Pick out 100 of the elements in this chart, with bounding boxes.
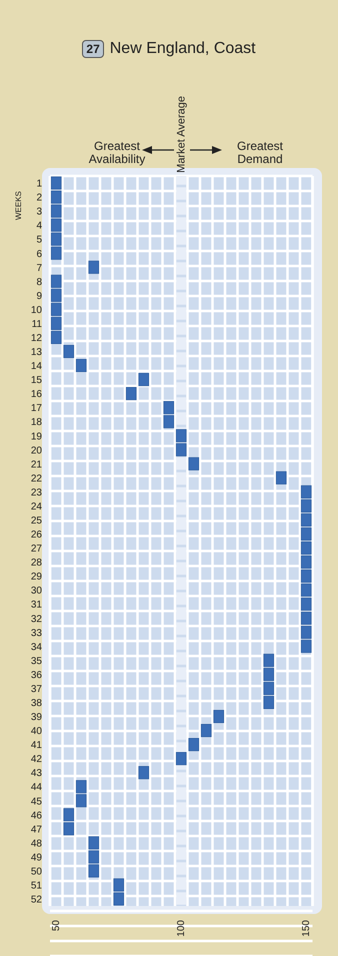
y-tick-label: 31 [30,600,42,611]
y-tick-label: 35 [30,656,42,667]
point [163,415,174,428]
x-tick-label: 150 [300,920,312,937]
point [300,541,312,555]
y-tick-label: 32 [30,614,42,625]
point [126,387,137,400]
point [50,190,62,204]
y-tick-label: 27 [30,544,42,555]
y-tick-label: 15 [30,375,42,386]
y-tick-label: 21 [30,459,42,470]
point [50,274,62,288]
point [76,358,87,372]
point [300,598,312,611]
point [76,780,87,794]
point [300,499,312,512]
y-tick-label: 7 [36,262,42,274]
text: Greatest Availability [88,139,146,166]
point [263,696,274,709]
y-tick-label: 36 [30,670,42,681]
point [263,654,274,667]
point [88,260,100,274]
y-tick-label: 51 [30,880,42,892]
y-tick-label: 44 [30,782,42,794]
point [300,527,312,541]
point [276,471,287,484]
chart-title: New England, Coast [110,40,256,58]
point [50,246,62,260]
y-tick-label: 8 [36,276,42,288]
y-tick-label: 49 [30,852,42,864]
y-tick-label: 37 [30,684,42,695]
y-tick-label: 3 [36,206,42,218]
point [63,808,74,822]
y-tick-label: 34 [30,642,42,653]
ref-line-label: Market Average [175,96,188,173]
point [300,485,312,498]
y-tick-label: 26 [30,530,42,541]
point [213,710,224,724]
point [263,682,274,695]
y-tick-label: 45 [30,796,42,808]
text: 27 [82,40,104,58]
y-tick-label: 24 [30,501,42,512]
point [88,836,100,850]
y-tick-label: 10 [30,304,42,316]
text: Greatest Demand [236,139,284,166]
point [300,640,312,653]
point [50,302,62,316]
point [138,766,150,780]
point [50,316,62,330]
point [300,612,312,625]
y-tick-label: 38 [30,698,42,709]
point [50,176,62,190]
x-tick-label: 100 [176,920,187,937]
point [176,429,187,442]
point [50,288,62,302]
point [50,204,62,218]
y-tick-label: 41 [30,740,42,752]
point [88,850,100,864]
y-tick-label: 1 [36,178,42,190]
point [63,822,74,836]
y-tick-label: 42 [30,754,42,766]
y-tick-label: 4 [36,220,42,232]
y-tick-label: 23 [30,487,42,498]
y-tick-label: 33 [30,628,42,639]
point [188,738,200,752]
point [63,344,74,358]
point [176,443,187,456]
y-tick-label: 25 [30,515,42,526]
y-tick-label: 22 [30,473,42,484]
y-tick-label: 18 [30,417,42,428]
point [300,513,312,526]
y-tick-label: 16 [30,389,42,400]
y-tick-label: 47 [30,824,42,836]
y-tick-label: 19 [30,431,42,442]
y-tick-label: 28 [30,558,42,569]
y-tick-label: 40 [30,726,42,738]
point [76,794,87,808]
y-tick-label: 6 [36,248,42,260]
point [113,892,124,906]
y-tick-label: 30 [30,586,42,597]
point [163,401,174,414]
point [200,724,212,738]
point [300,556,312,569]
point [300,584,312,597]
y-tick-label: 12 [30,332,42,344]
y-tick-label: 29 [30,572,42,583]
point [176,752,187,766]
y-tick-label: 52 [30,894,42,906]
y-tick-label: 50 [30,866,42,878]
y-tick-label: 17 [30,403,42,414]
point [138,373,150,386]
y-tick-label: 13 [30,347,42,358]
y-tick-label: 20 [30,445,42,456]
point [188,457,200,470]
point [300,626,312,639]
y-tick-label: 48 [30,838,42,850]
y-tick-label: 14 [30,361,42,372]
x-tick-label: 50 [50,920,62,932]
y-tick-label: 9 [36,290,42,302]
point [113,878,124,892]
